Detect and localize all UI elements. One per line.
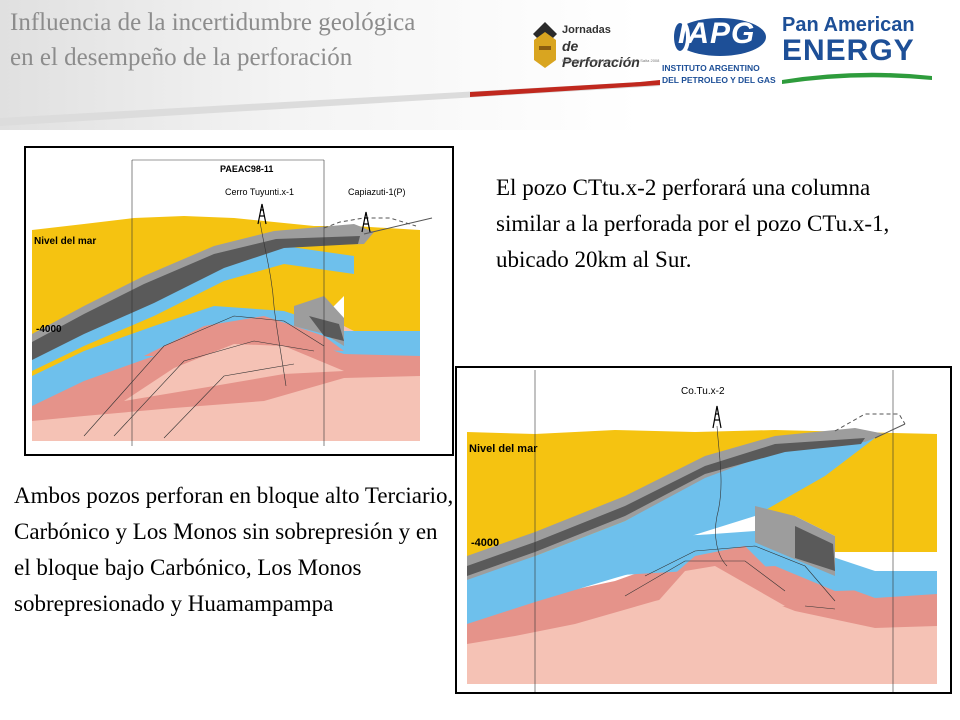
- pae-swoosh-icon: [782, 72, 932, 84]
- section1-well-a: Cerro Tuyunti.x-1: [225, 187, 294, 197]
- derrick-icon-2: [361, 211, 371, 233]
- section1-sea-level: Nivel del mar: [34, 236, 96, 247]
- section1-depth: -4000: [36, 324, 62, 335]
- derrick-icon-3: [712, 405, 722, 429]
- paragraph-right: El pozo CTtu.x-2 perforará una columna s…: [496, 175, 890, 272]
- iapg-emblem-icon: [670, 18, 766, 56]
- pae-line-1: Pan American: [782, 14, 915, 36]
- section2-sea-level: Nivel del mar: [469, 443, 538, 455]
- jornadas-line-1: Jornadas: [562, 24, 611, 36]
- paragraph-left: Ambos pozos perforan en bloque alto Terc…: [14, 483, 454, 616]
- pae-line-2: ENERGY: [782, 34, 915, 67]
- jornadas-line-3: Reservorios, Geología y Control de Pozos…: [562, 58, 660, 63]
- cross-section-1: PAEAC98-11 Cerro Tuyunti.x-1 Capiazuti-1…: [24, 146, 454, 456]
- jornadas-logo: Jornadas de Perforación Reservorios, Geo…: [530, 18, 660, 70]
- oil-derrick-icon: [533, 22, 557, 68]
- slide-title: Influencia de la incertidumbre geológica…: [10, 5, 530, 75]
- section1-line-name: PAEAC98-11: [220, 164, 273, 174]
- pan-american-energy-logo: Pan American ENERGY: [780, 14, 940, 84]
- derrick-icon-1: [257, 203, 267, 225]
- title-line-2: en el desempeño de la perforación: [10, 44, 353, 71]
- title-line-1: Influencia de la incertidumbre geológica: [10, 9, 416, 36]
- header-band: [0, 0, 660, 130]
- iapg-line-2: DEL PETROLEO Y DEL GAS: [662, 75, 776, 85]
- header-red-accent: [470, 80, 660, 97]
- iapg-word: IAPG: [678, 17, 756, 50]
- section2-depth: -4000: [471, 537, 499, 549]
- section2-well: Co.Tu.x-2: [681, 386, 725, 397]
- section1-well-b: Capiazuti-1(P): [348, 187, 406, 197]
- jornadas-line-2: de Perforación: [562, 38, 640, 70]
- iapg-logo: IAPG INSTITUTO ARGENTINO DEL PETROLEO Y …: [660, 15, 785, 85]
- iapg-line-1: INSTITUTO ARGENTINO: [662, 63, 760, 73]
- cross-section-2: Co.Tu.x-2 Nivel del mar -4000: [455, 366, 952, 694]
